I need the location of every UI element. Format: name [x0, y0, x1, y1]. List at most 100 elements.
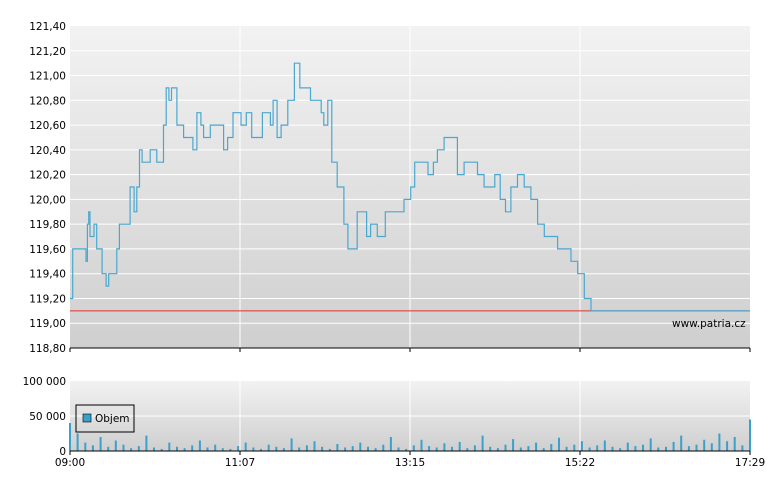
volume-bar: [573, 444, 576, 451]
price-x-axis-ticks: [69, 348, 751, 352]
legend-swatch-icon: [82, 413, 92, 423]
x-tick-label: 11:07: [225, 457, 255, 469]
volume-bar: [374, 448, 377, 451]
price-series-line: [70, 62, 750, 312]
price-y-tick-label: 121,20: [29, 46, 66, 58]
volume-bar: [130, 448, 133, 451]
price-panel: 121,40 121,20 121,00 120,80 120,60 120,40 120,…: [29, 21, 751, 355]
volume-bar: [458, 441, 461, 451]
volume-bar: [527, 446, 530, 451]
price-y-tick-label: 118,80: [29, 343, 66, 355]
volume-x-axis-ticks: 09:00 11:07 13:15 15:22 17:29: [55, 451, 765, 469]
price-y-tick-label: 119,00: [29, 318, 66, 330]
price-y-tick-label: 119,80: [29, 219, 66, 231]
volume-bar: [107, 446, 110, 451]
price-y-tick-label: 120,20: [29, 170, 66, 182]
volume-bar: [588, 447, 591, 451]
price-y-axis-ticks: 121,40 121,20 121,00 120,80 120,60 120,40 120,…: [29, 21, 66, 355]
price-y-tick-label: 120,40: [29, 145, 66, 157]
volume-bar: [336, 444, 339, 451]
volume-bar: [718, 433, 721, 451]
volume-bar: [198, 440, 201, 451]
volume-bar: [611, 446, 614, 451]
volume-bar: [519, 447, 522, 451]
volume-bar: [687, 446, 690, 451]
volume-bar: [275, 446, 278, 451]
volume-bar: [389, 437, 392, 451]
price-vertical-gridlines: [239, 26, 581, 348]
x-tick-label: 15:22: [565, 457, 595, 469]
volume-vertical-gridlines: [239, 381, 581, 451]
volume-bar: [412, 445, 415, 451]
volume-bar: [282, 448, 285, 451]
volume-bars: [69, 419, 751, 451]
volume-bar: [451, 446, 453, 451]
volume-bar: [214, 444, 217, 451]
volume-bar: [145, 435, 148, 451]
volume-bar: [328, 448, 331, 451]
volume-bar: [351, 446, 354, 451]
volume-bar: [260, 448, 262, 451]
x-tick-label: 13:15: [395, 457, 425, 469]
volume-bar: [634, 446, 637, 451]
volume-bar: [221, 448, 224, 451]
volume-bar: [558, 437, 560, 451]
volume-bar: [321, 446, 324, 451]
volume-bar: [114, 440, 117, 451]
legend-box: [75, 404, 135, 433]
price-y-tick-label: 121,40: [29, 21, 66, 33]
volume-bar: [642, 444, 644, 451]
volume-bar: [183, 448, 186, 451]
volume-bar: [550, 444, 553, 451]
volume-bar: [160, 448, 163, 451]
volume-bar: [603, 440, 606, 451]
price-y-tick-label: 119,20: [29, 293, 66, 305]
volume-bar: [397, 447, 400, 451]
volume-y-axis-ticks: 100 000 50 000 0: [23, 376, 66, 458]
volume-bar: [443, 443, 446, 451]
volume-bar: [665, 446, 667, 451]
volume-bar: [466, 448, 469, 451]
volume-bar: [680, 435, 683, 451]
price-y-tick-label: 120,60: [29, 120, 66, 132]
volume-bar: [580, 441, 583, 451]
volume-bar: [267, 444, 270, 451]
volume-bar: [535, 442, 538, 451]
volume-bar: [91, 445, 94, 451]
volume-bar: [382, 444, 385, 451]
volume-legend: Objem: [75, 404, 135, 433]
volume-bar: [420, 439, 423, 451]
volume-bar: [84, 442, 87, 451]
volume-bar: [237, 446, 240, 451]
volume-bar: [122, 444, 125, 451]
volume-bar: [565, 446, 568, 451]
volume-bar: [496, 448, 499, 451]
volume-bar: [703, 439, 706, 451]
price-y-tick-label: 121,00: [29, 71, 66, 83]
watermark: www.patria.cz: [672, 318, 746, 330]
volume-bar: [290, 438, 293, 451]
volume-panel: 100 000 50 000 0 09:00 11:07 13:15 15:22 17:29…: [23, 376, 766, 469]
volume-bar: [710, 443, 713, 451]
volume-bar: [672, 441, 675, 451]
price-y-tick-label: 120,80: [29, 95, 66, 107]
price-y-tick-label: 119,40: [29, 269, 66, 281]
volume-bar: [244, 442, 247, 451]
volume-bar: [481, 435, 484, 451]
volume-bar: [435, 447, 438, 451]
volume-bar: [504, 444, 507, 451]
volume-bar: [69, 423, 71, 451]
volume-bar: [405, 448, 408, 451]
x-tick-label: 17:29: [735, 457, 765, 469]
volume-bar: [428, 446, 431, 451]
volume-bar: [473, 445, 476, 451]
volume-bar: [252, 447, 255, 451]
volume-bar: [367, 446, 369, 451]
x-tick-label: 09:00: [55, 457, 85, 469]
volume-bar: [741, 445, 744, 451]
volume-bar: [168, 442, 171, 451]
volume-bar: [542, 448, 545, 451]
volume-bar: [153, 447, 155, 451]
volume-y-tick-label: 100 000: [23, 376, 66, 388]
